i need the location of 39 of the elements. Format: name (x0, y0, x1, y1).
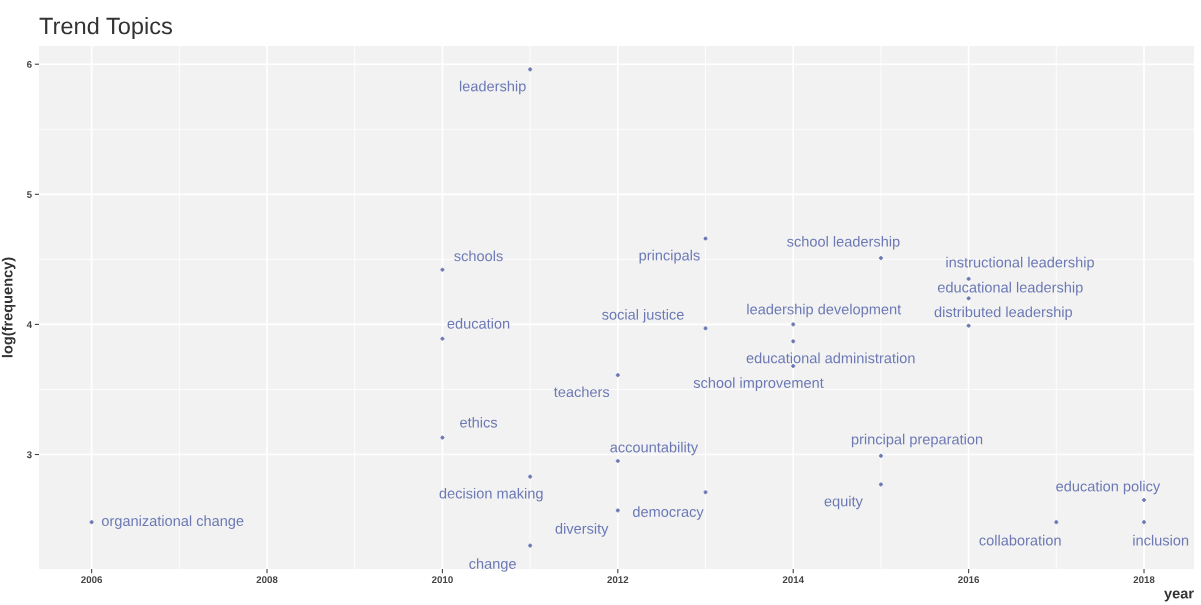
annotation: decision making (439, 487, 543, 502)
y-tick-label: 6 (27, 60, 32, 68)
annotation: change (469, 558, 516, 572)
x-tick-label: 2006 (81, 576, 103, 584)
x-axis-title: year (1164, 590, 1194, 602)
annotation: school leadership (787, 235, 900, 250)
annotation: diversity (555, 523, 609, 537)
x-tick-label: 2018 (1133, 576, 1155, 584)
x-tick-label: 2012 (607, 576, 629, 584)
annotation: educational leadership (937, 281, 1083, 296)
annotation: principals (639, 249, 700, 264)
annotation: distributed leadership (934, 306, 1073, 321)
x-tick-label: 2008 (256, 576, 278, 584)
annotation: education (447, 318, 510, 329)
y-tick-label: 5 (26, 191, 32, 198)
x-tick-label: 2016 (958, 576, 980, 584)
annotation: inclusion (1133, 534, 1189, 546)
annotation: democracy (632, 506, 704, 520)
annotation: education policy (1056, 480, 1161, 495)
annotation: social justice (602, 309, 684, 323)
annotation: accountability (610, 441, 699, 456)
annotation: leadership development (747, 303, 902, 318)
x-tick-label: 2010 (431, 576, 453, 584)
y-tick-label: 4 (26, 321, 32, 328)
annotation: school improvement (693, 377, 824, 391)
annotation: ethics (460, 416, 498, 428)
chart-title: Trend Topics (39, 17, 172, 39)
annotation: principal preparation (851, 433, 983, 448)
annotation: schools (454, 250, 503, 262)
annotation: teachers (553, 386, 610, 398)
annotation: organizational change (101, 515, 244, 529)
y-tick-label: 3 (26, 451, 32, 459)
annotation: leadership (459, 80, 526, 95)
annotation: collaboration (979, 534, 1061, 546)
y-axis-title: log(frequency) (1, 257, 16, 358)
annotation: equity (824, 495, 863, 510)
x-tick-label: 2014 (782, 576, 804, 584)
annotation: educational administration (746, 352, 915, 364)
annotation: instructional leadership (946, 256, 1094, 271)
